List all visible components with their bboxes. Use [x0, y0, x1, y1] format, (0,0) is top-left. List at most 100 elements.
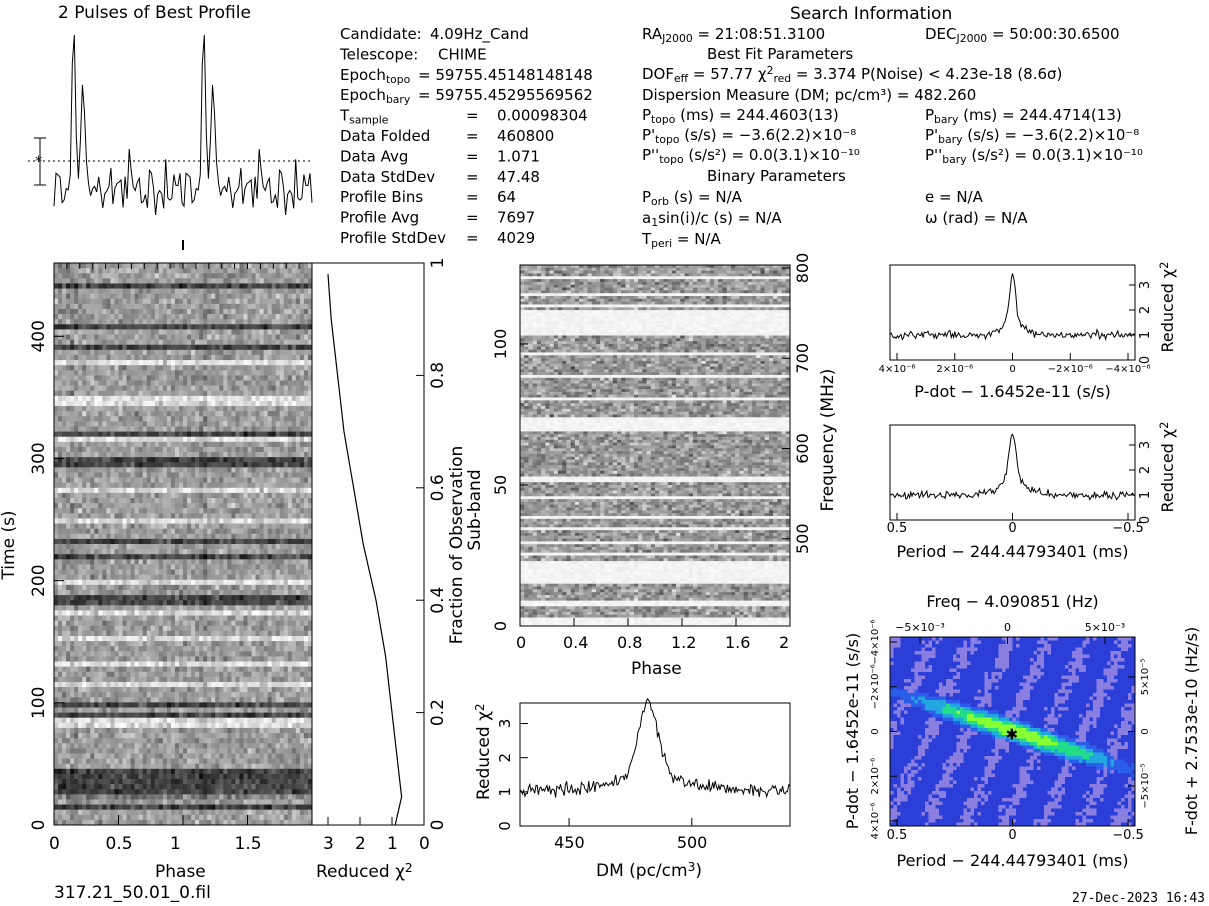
- tp-cell: [58, 442, 62, 447]
- tp-cell: [175, 289, 179, 294]
- tp-cell: [231, 621, 235, 626]
- tp-cell: [292, 559, 296, 564]
- tp-cell: [70, 416, 74, 421]
- tp-cell: [70, 314, 74, 319]
- tp-cell: [98, 631, 102, 636]
- tp-cell: [127, 544, 131, 549]
- tp-cell: [123, 335, 127, 340]
- tp-cell: [252, 396, 256, 401]
- tp-cell: [62, 365, 66, 370]
- tp-cell: [151, 355, 155, 360]
- tp-cell: [276, 600, 280, 605]
- tp-cell: [106, 447, 110, 452]
- info-eq: =: [466, 229, 479, 247]
- tp-cell: [207, 508, 211, 513]
- tp-cell: [227, 626, 231, 631]
- tp-cell: [252, 329, 256, 334]
- tp-cell: [195, 600, 199, 605]
- tp-cell: [159, 411, 163, 416]
- tp-cell: [78, 559, 82, 564]
- tp-cell: [62, 503, 66, 508]
- tp-cell: [74, 299, 78, 304]
- tp-cell: [167, 595, 171, 600]
- tp-cell: [151, 273, 155, 278]
- tp-cell: [110, 585, 114, 590]
- tp-cell: [276, 386, 280, 391]
- tp-cell: [159, 590, 163, 595]
- tp-cell: [163, 636, 167, 641]
- tp-cell: [288, 554, 292, 559]
- tp-cell: [223, 483, 227, 488]
- tp-cell: [155, 309, 159, 314]
- tp-cell: [167, 503, 171, 508]
- tp-cell: [243, 616, 247, 621]
- tp-cell: [231, 411, 235, 416]
- tp-cell: [280, 631, 284, 636]
- tp-cell: [199, 381, 203, 386]
- tp-cell: [143, 636, 147, 641]
- tp-cell: [110, 350, 114, 355]
- tp-cell: [191, 396, 195, 401]
- tp-cell: [175, 651, 179, 656]
- tp-cell: [86, 437, 90, 442]
- tp-cell: [248, 452, 252, 457]
- tp-cell: [260, 462, 264, 467]
- tp-cell: [183, 365, 187, 370]
- tp-cell: [207, 483, 211, 488]
- tp-cell: [171, 559, 175, 564]
- tp-cell: [288, 478, 292, 483]
- tp-cell: [123, 513, 127, 518]
- tp-cell: [70, 524, 74, 529]
- tp-cell: [179, 421, 183, 426]
- tp-cell: [256, 472, 260, 477]
- tp-cell: [235, 605, 239, 610]
- tp-cell: [264, 544, 268, 549]
- tp-cell: [139, 539, 143, 544]
- tp-cell: [155, 478, 159, 483]
- tp-cell: [219, 360, 223, 365]
- tp-cell: [284, 529, 288, 534]
- tp-cell: [114, 508, 118, 513]
- search-info-title: Search Information: [790, 4, 952, 24]
- tp-cell: [227, 605, 231, 610]
- tp-cell: [147, 575, 151, 580]
- tp-cell: [171, 335, 175, 340]
- tp-cell: [239, 590, 243, 595]
- tp-cell: [284, 534, 288, 539]
- tp-cell: [54, 350, 58, 355]
- tp-cell: [264, 518, 268, 523]
- tp-cell: [248, 508, 252, 513]
- tp-cell: [239, 360, 243, 365]
- tp-cell: [187, 641, 191, 646]
- tp-cell: [243, 304, 247, 309]
- tp-cell: [248, 314, 252, 319]
- tp-cell: [54, 432, 58, 437]
- tp-cell: [292, 447, 296, 452]
- tp-cell: [114, 636, 118, 641]
- tp-cell: [191, 273, 195, 278]
- tp-cell: [98, 462, 102, 467]
- tp-cell: [119, 503, 123, 508]
- tp-cell: [123, 600, 127, 605]
- tp-cell: [183, 636, 187, 641]
- tp-cell: [235, 472, 239, 477]
- tp-cell: [231, 401, 235, 406]
- tp-cell: [211, 529, 215, 534]
- tp-cell: [191, 329, 195, 334]
- tp-cell: [86, 564, 90, 569]
- tp-cell: [300, 319, 304, 324]
- tp-cell: [139, 268, 143, 273]
- tp-cell: [151, 559, 155, 564]
- tp-cell: [102, 498, 106, 503]
- tp-cell: [252, 457, 256, 462]
- tp-cell: [74, 432, 78, 437]
- tp-cell: [90, 646, 94, 651]
- tp-cell: [62, 345, 66, 350]
- tp-cell: [62, 539, 66, 544]
- tp-cell: [74, 406, 78, 411]
- tp-cell: [54, 283, 58, 288]
- tp-cell: [163, 641, 167, 646]
- tp-cell: [82, 605, 86, 610]
- tp-cell: [211, 309, 215, 314]
- tp-cell: [159, 498, 163, 503]
